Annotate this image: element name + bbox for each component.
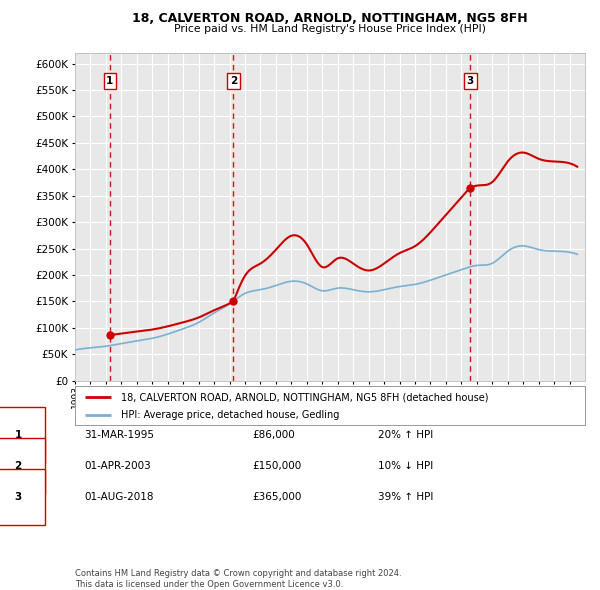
Text: 10% ↓ HPI: 10% ↓ HPI (378, 461, 433, 471)
Text: 39% ↑ HPI: 39% ↑ HPI (378, 493, 433, 502)
Point (466, 183, 475, 192)
Text: 20% ↑ HPI: 20% ↑ HPI (378, 430, 433, 440)
Text: £86,000: £86,000 (252, 430, 295, 440)
Text: 01-AUG-2018: 01-AUG-2018 (84, 493, 154, 502)
Text: £365,000: £365,000 (252, 493, 301, 502)
Text: Contains HM Land Registry data © Crown copyright and database right 2024.
This d: Contains HM Land Registry data © Crown c… (75, 569, 401, 589)
Text: HPI: Average price, detached house, Gedling: HPI: Average price, detached house, Gedl… (121, 410, 339, 420)
Text: 3: 3 (14, 493, 22, 502)
Text: 18, CALVERTON ROAD, ARNOLD, NOTTINGHAM, NG5 8FH: 18, CALVERTON ROAD, ARNOLD, NOTTINGHAM, … (132, 12, 528, 25)
Text: 01-APR-2003: 01-APR-2003 (84, 461, 151, 471)
Text: £150,000: £150,000 (252, 461, 301, 471)
Text: 1: 1 (14, 430, 22, 440)
Text: 31-MAR-1995: 31-MAR-1995 (84, 430, 154, 440)
Text: Price paid vs. HM Land Registry's House Price Index (HPI): Price paid vs. HM Land Registry's House … (174, 24, 486, 34)
Text: 2: 2 (14, 461, 22, 471)
Text: 3: 3 (467, 76, 474, 86)
Text: 1: 1 (106, 76, 113, 86)
Text: 2: 2 (230, 76, 237, 86)
Point (229, 297, 238, 306)
Text: 18, CALVERTON ROAD, ARNOLD, NOTTINGHAM, NG5 8FH (detached house): 18, CALVERTON ROAD, ARNOLD, NOTTINGHAM, … (121, 392, 488, 402)
Point (105, 330, 115, 340)
